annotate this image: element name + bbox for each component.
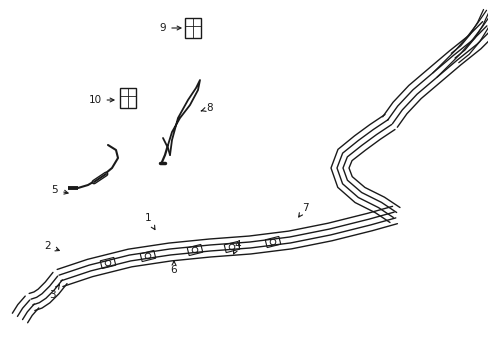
Ellipse shape — [270, 239, 275, 245]
Ellipse shape — [192, 247, 197, 253]
Bar — [187, 244, 203, 256]
Bar — [224, 242, 239, 253]
Bar — [100, 257, 116, 269]
Text: 9: 9 — [160, 23, 181, 33]
Text: 1: 1 — [144, 213, 155, 230]
Text: 5: 5 — [52, 185, 68, 195]
Bar — [264, 237, 280, 248]
Ellipse shape — [145, 253, 150, 259]
Ellipse shape — [105, 260, 111, 266]
Text: 4: 4 — [233, 240, 241, 254]
Bar — [140, 251, 156, 262]
Bar — [120, 88, 136, 108]
Bar — [184, 18, 201, 38]
Text: 2: 2 — [44, 241, 59, 251]
Ellipse shape — [229, 244, 234, 250]
Text: 8: 8 — [201, 103, 213, 113]
Text: 7: 7 — [298, 203, 307, 217]
Text: 3: 3 — [49, 285, 60, 300]
Text: 10: 10 — [88, 95, 114, 105]
Text: 6: 6 — [170, 261, 177, 275]
